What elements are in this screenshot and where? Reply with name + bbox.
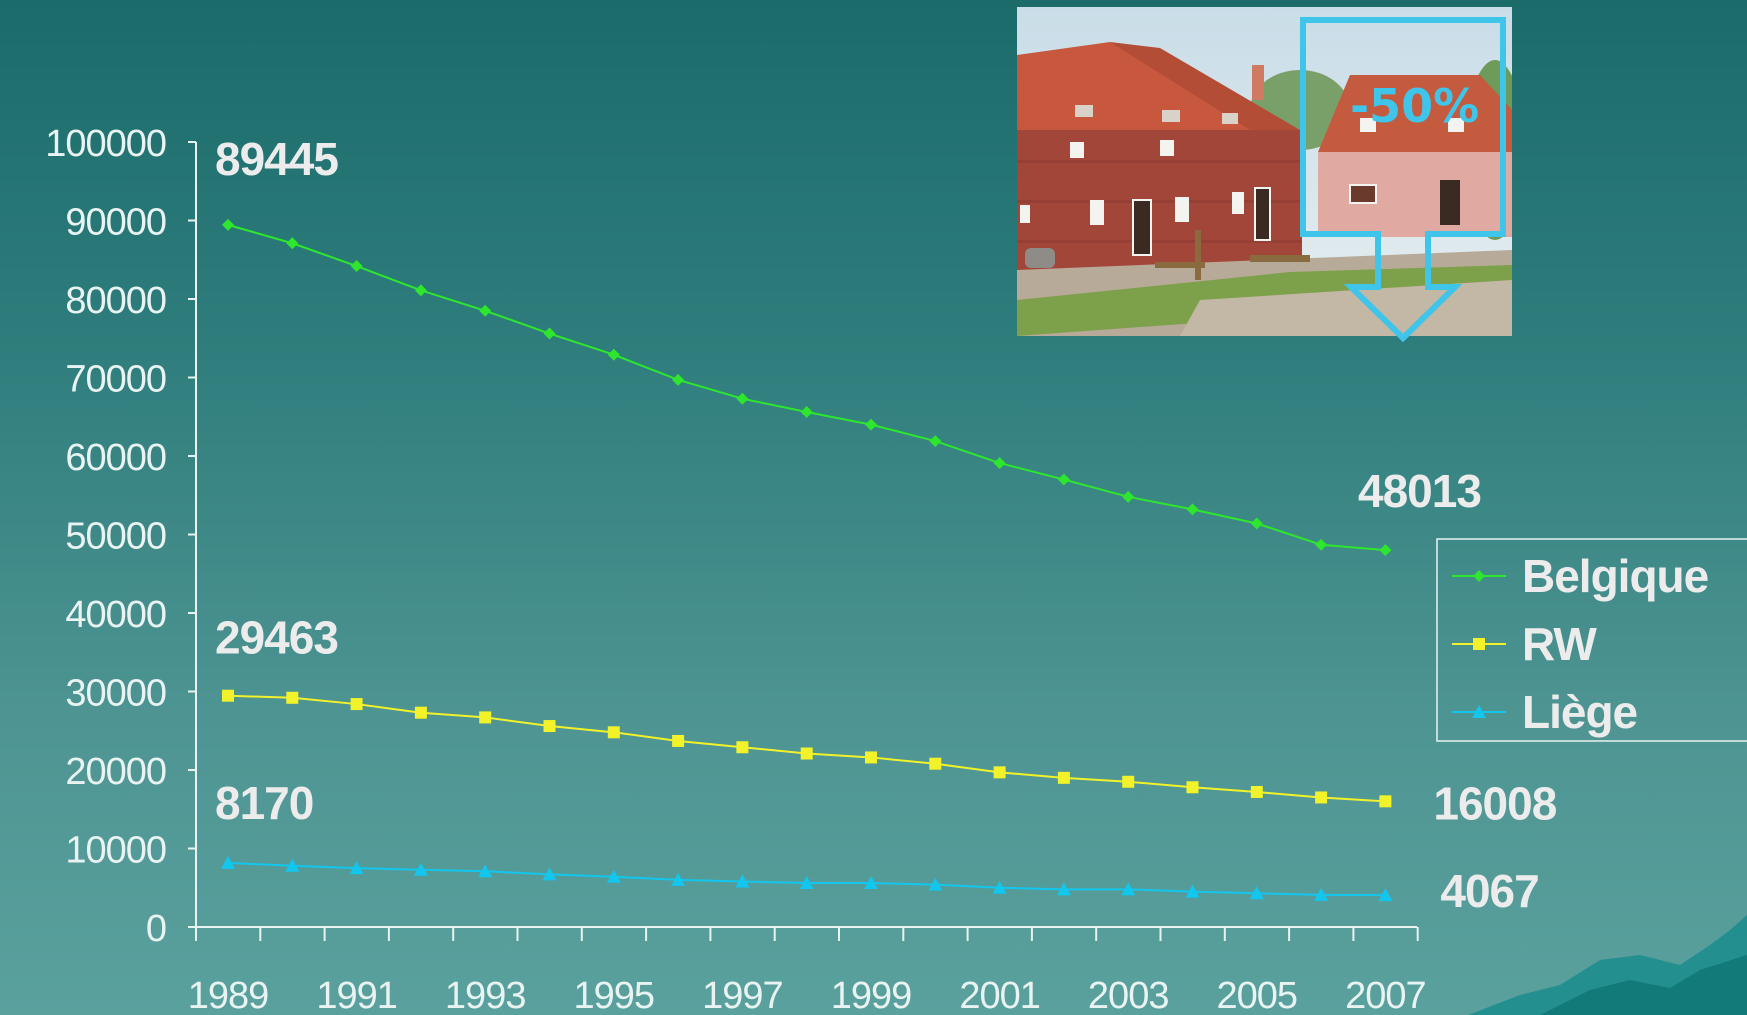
y-tick-label: 10000 [65,830,166,872]
y-ticks: 0 10000 20000 30000 40000 50000 60000 70000 8000… [45,123,196,950]
series-rw [222,690,1391,808]
data-label: 89445 [215,133,338,185]
x-tick-label: 1989 [188,975,269,1015]
x-tick-label: 2001 [959,975,1040,1015]
data-point [736,393,748,405]
reduction-badge: -50% [1350,79,1479,133]
data-point [672,735,684,747]
legend-label: Belgique [1522,550,1709,602]
x-ticks: 1989 1991 1993 1995 1997 1999 2001 2003 2005 2007 [188,927,1426,1015]
data-point [801,406,813,418]
data-point [1251,786,1263,798]
data-point [994,457,1006,469]
y-tick-label: 0 [146,908,166,950]
data-point [222,219,234,231]
data-point [351,260,363,272]
x-tick-label: 1995 [574,975,655,1015]
y-tick-label: 30000 [65,673,166,715]
data-point [1379,795,1391,807]
legend-marker [1473,638,1485,650]
data-point [1315,791,1327,803]
legend-item: Belgique [1452,550,1709,602]
data-point [608,726,620,738]
data-point [865,419,877,431]
data-point [286,692,298,704]
x-tick-label: 1991 [316,975,397,1015]
data-point [479,711,491,723]
data-point [1058,474,1070,486]
data-point [1122,491,1134,503]
data-point [479,305,491,317]
data-point [672,374,684,386]
legend-label: Liège [1522,686,1638,738]
data-label: 8170 [215,777,313,829]
x-tick-label: 1997 [702,975,783,1015]
series-lige [221,856,1392,901]
y-tick-label: 70000 [65,359,166,401]
data-point [736,741,748,753]
data-point [351,698,363,710]
x-tick-label: 2003 [1088,975,1169,1015]
data-point [544,328,556,340]
y-tick-label: 40000 [65,594,166,636]
x-tick-label: 1999 [831,975,912,1015]
data-point [1058,772,1070,784]
legend-label: RW [1522,618,1597,670]
data-point [929,758,941,770]
data-point [1187,503,1199,515]
data-point [994,766,1006,778]
data-point [1315,539,1327,551]
data-point [865,751,877,763]
x-tick-label: 2005 [1217,975,1298,1015]
y-tick-label: 60000 [65,437,166,479]
data-point [544,720,556,732]
data-point [415,284,427,296]
data-label: 4067 [1440,865,1538,917]
legend: Belgique RW Liège [1437,539,1747,741]
data-point [1379,544,1391,556]
data-point [1251,518,1263,530]
data-point [222,690,234,702]
legend-item: Liège [1452,686,1638,738]
y-tick-label: 50000 [65,516,166,558]
y-tick-label: 80000 [65,280,166,322]
data-point [1122,776,1134,788]
legend-item: RW [1452,618,1597,670]
data-point [608,349,620,361]
data-point [801,748,813,760]
legend-marker [1473,570,1485,582]
data-point [929,435,941,447]
data-point [1187,781,1199,793]
y-tick-label: 20000 [65,751,166,793]
x-tick-label: 2007 [1345,975,1426,1015]
data-label: 29463 [215,612,338,664]
data-label: 48013 [1358,465,1481,517]
data-label: 16008 [1433,777,1556,829]
x-tick-label: 1993 [445,975,526,1015]
farmhouse-photo: -50% [1017,7,1525,338]
y-tick-label: 100000 [45,123,166,165]
data-point [286,237,298,249]
data-point [415,707,427,719]
y-tick-label: 90000 [65,202,166,244]
